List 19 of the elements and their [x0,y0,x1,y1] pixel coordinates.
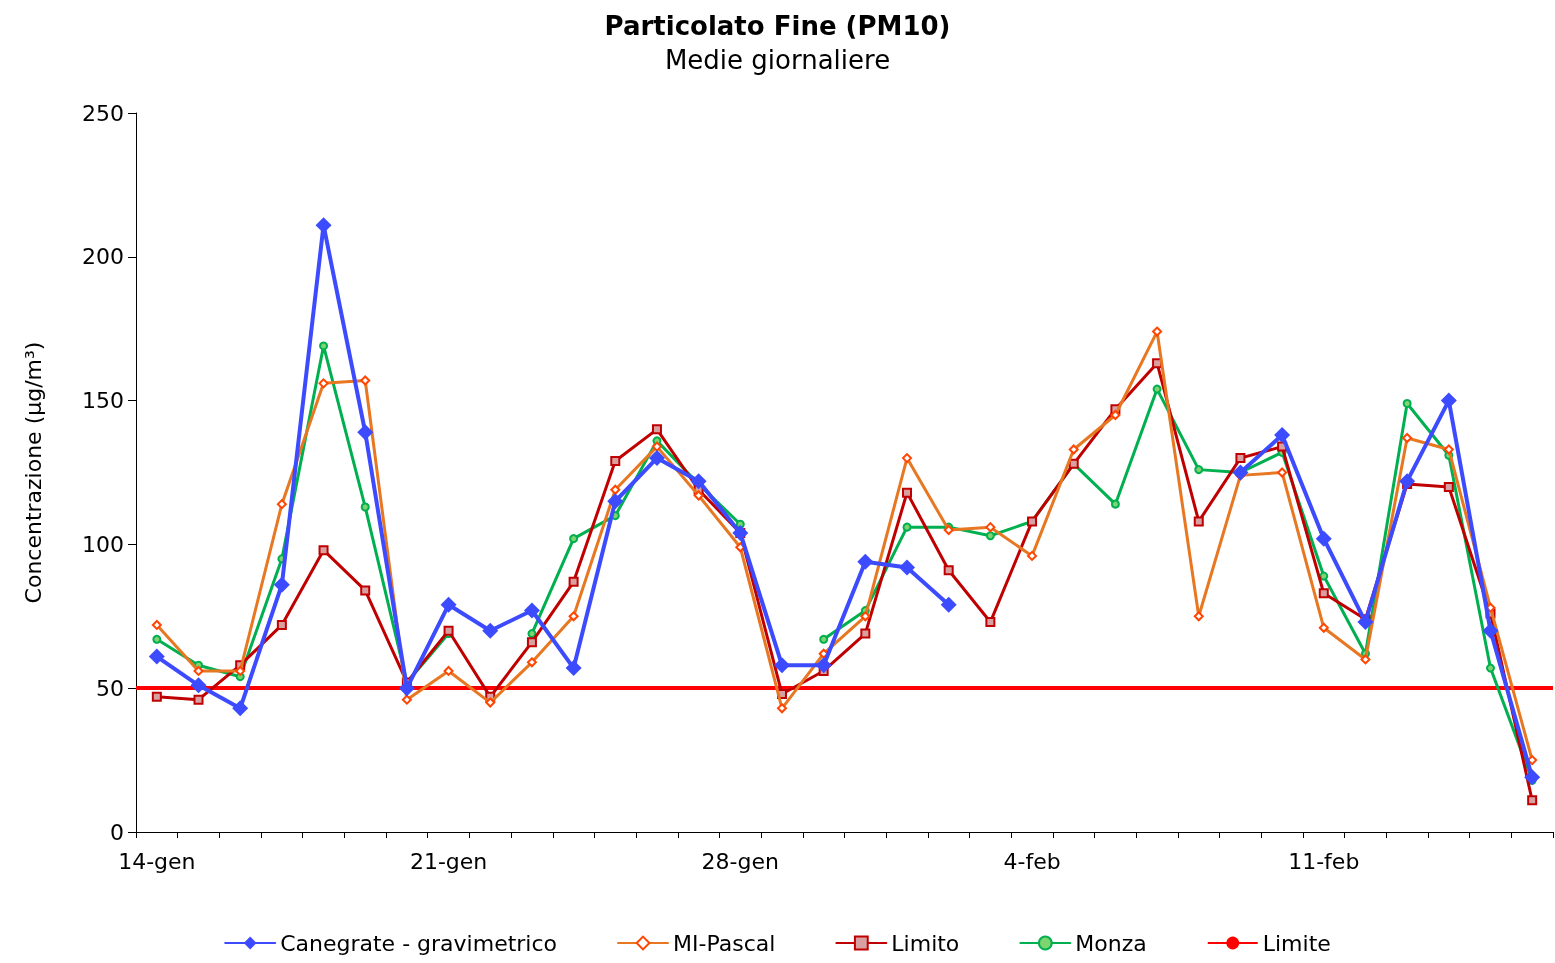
y-tick-label: 250 [82,100,124,126]
legend-label: Limito [891,930,960,956]
y-tick-label: 0 [110,819,124,845]
chart-subtitle: Medie giornaliere [664,45,891,75]
legend-label: Limite [1262,930,1331,956]
legend-label: Monza [1075,930,1147,956]
x-tick-label: 14-gen [118,848,196,874]
y-tick-label: 50 [96,675,124,701]
x-tick-label: 4-feb [1003,848,1061,874]
y-tick-label: 200 [82,244,124,270]
y-axis-title: Concentrazione (µg/m³) [20,341,46,604]
x-tick-label: 28-gen [701,848,779,874]
x-tick-label: 11-feb [1288,848,1360,874]
chart-title: Particolato Fine (PM10) [604,11,951,41]
y-tick-label: 150 [82,388,124,414]
legend-label: Canegrate - gravimetrico [280,930,558,956]
x-tick-label: 21-gen [409,848,488,874]
legend-label: MI-Pascal [673,930,776,956]
y-tick-label: 100 [82,531,124,557]
